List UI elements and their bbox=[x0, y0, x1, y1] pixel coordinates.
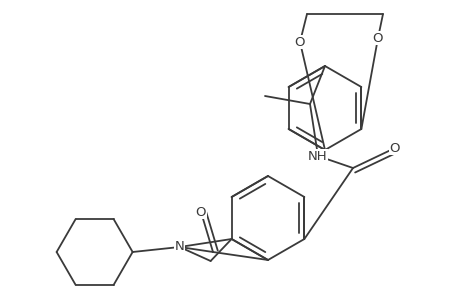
Text: O: O bbox=[294, 35, 305, 49]
Text: O: O bbox=[372, 32, 382, 44]
Text: NH: NH bbox=[308, 149, 327, 163]
Text: O: O bbox=[389, 142, 399, 154]
Text: N: N bbox=[174, 241, 184, 254]
Text: O: O bbox=[196, 206, 206, 218]
